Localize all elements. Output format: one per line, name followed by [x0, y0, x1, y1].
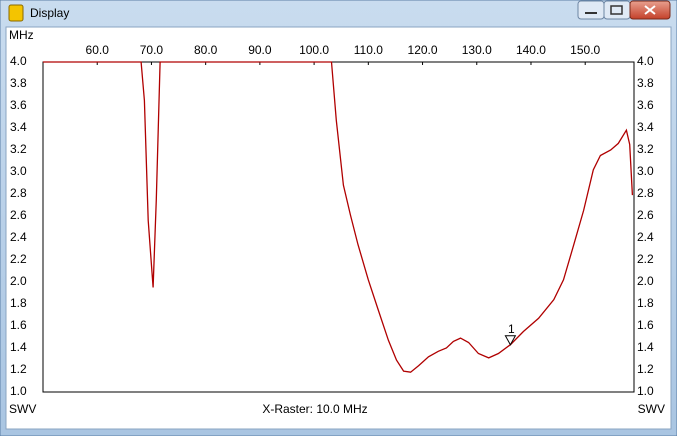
y-tick-label: 1.2: [10, 362, 27, 376]
maximize-glyph: [610, 5, 623, 15]
minimize-button[interactable]: [577, 0, 605, 20]
x-tick-label: 90.0: [248, 43, 272, 57]
y2-tick-label: 1.0: [637, 384, 654, 398]
y2-tick-label: 3.0: [637, 164, 654, 178]
y-tick-label: 1.4: [10, 340, 27, 354]
y2-tick-label: 1.6: [637, 318, 654, 332]
x-tick-label: 110.0: [354, 43, 383, 57]
y-tick-label: 1.0: [10, 384, 27, 398]
y2-tick-label: 1.2: [637, 362, 654, 376]
marker-label: 1: [508, 322, 515, 336]
y2-tick-label: 3.2: [637, 142, 654, 156]
y2-tick-label: 1.8: [637, 296, 654, 310]
y-tick-label: 2.4: [10, 230, 27, 244]
y2-tick-label: 3.4: [637, 120, 654, 134]
x-tick-label: 120.0: [408, 43, 438, 57]
x-tick-label: 130.0: [462, 43, 492, 57]
app-icon: [8, 4, 24, 22]
maximize-button[interactable]: [603, 0, 631, 20]
y2-tick-label: 2.4: [637, 230, 654, 244]
y2-tick-label: 2.0: [637, 274, 654, 288]
y-tick-label: 2.6: [10, 208, 27, 222]
window-title: Display: [30, 6, 69, 20]
y-tick-label: 3.0: [10, 164, 27, 178]
y2-tick-label: 3.8: [637, 76, 654, 90]
y-tick-label: 2.0: [10, 274, 27, 288]
y2-tick-label: 3.6: [637, 98, 654, 112]
y2-tick-label: 4.0: [637, 54, 654, 68]
y-tick-label: 3.8: [10, 76, 27, 90]
y-tick-label: 3.6: [10, 98, 27, 112]
marker-triangle: [504, 335, 517, 346]
y-tick-label: 2.2: [10, 252, 27, 266]
y-tick-label: 3.2: [10, 142, 27, 156]
y-axis-label: SWV: [9, 402, 36, 416]
y2-tick-label: 1.4: [637, 340, 654, 354]
y2-tick-label: 2.2: [637, 252, 654, 266]
swv-curve: [43, 61, 634, 373]
x-axis-unit: MHz: [9, 28, 34, 42]
y-tick-label: 1.6: [10, 318, 27, 332]
y2-tick-label: 2.6: [637, 208, 654, 222]
plot-frame: [42, 61, 635, 393]
client-area: [5, 26, 672, 430]
x-tick-label: 140.0: [516, 43, 546, 57]
y-tick-label: 2.8: [10, 186, 27, 200]
x-raster-label: X-Raster: 10.0 MHz: [262, 402, 367, 416]
x-tick-label: 70.0: [140, 43, 164, 57]
y-tick-label: 1.8: [10, 296, 27, 310]
x-tick-label: 80.0: [194, 43, 218, 57]
y-tick-label: 3.4: [10, 120, 27, 134]
y2-axis-label: SWV: [638, 402, 665, 416]
y-tick-label: 4.0: [10, 54, 27, 68]
y2-tick-label: 2.8: [637, 186, 654, 200]
x-tick-label: 150.0: [570, 43, 600, 57]
close-glyph: [644, 5, 656, 15]
x-tick-label: 100.0: [299, 43, 329, 57]
x-tick-label: 60.0: [86, 43, 110, 57]
